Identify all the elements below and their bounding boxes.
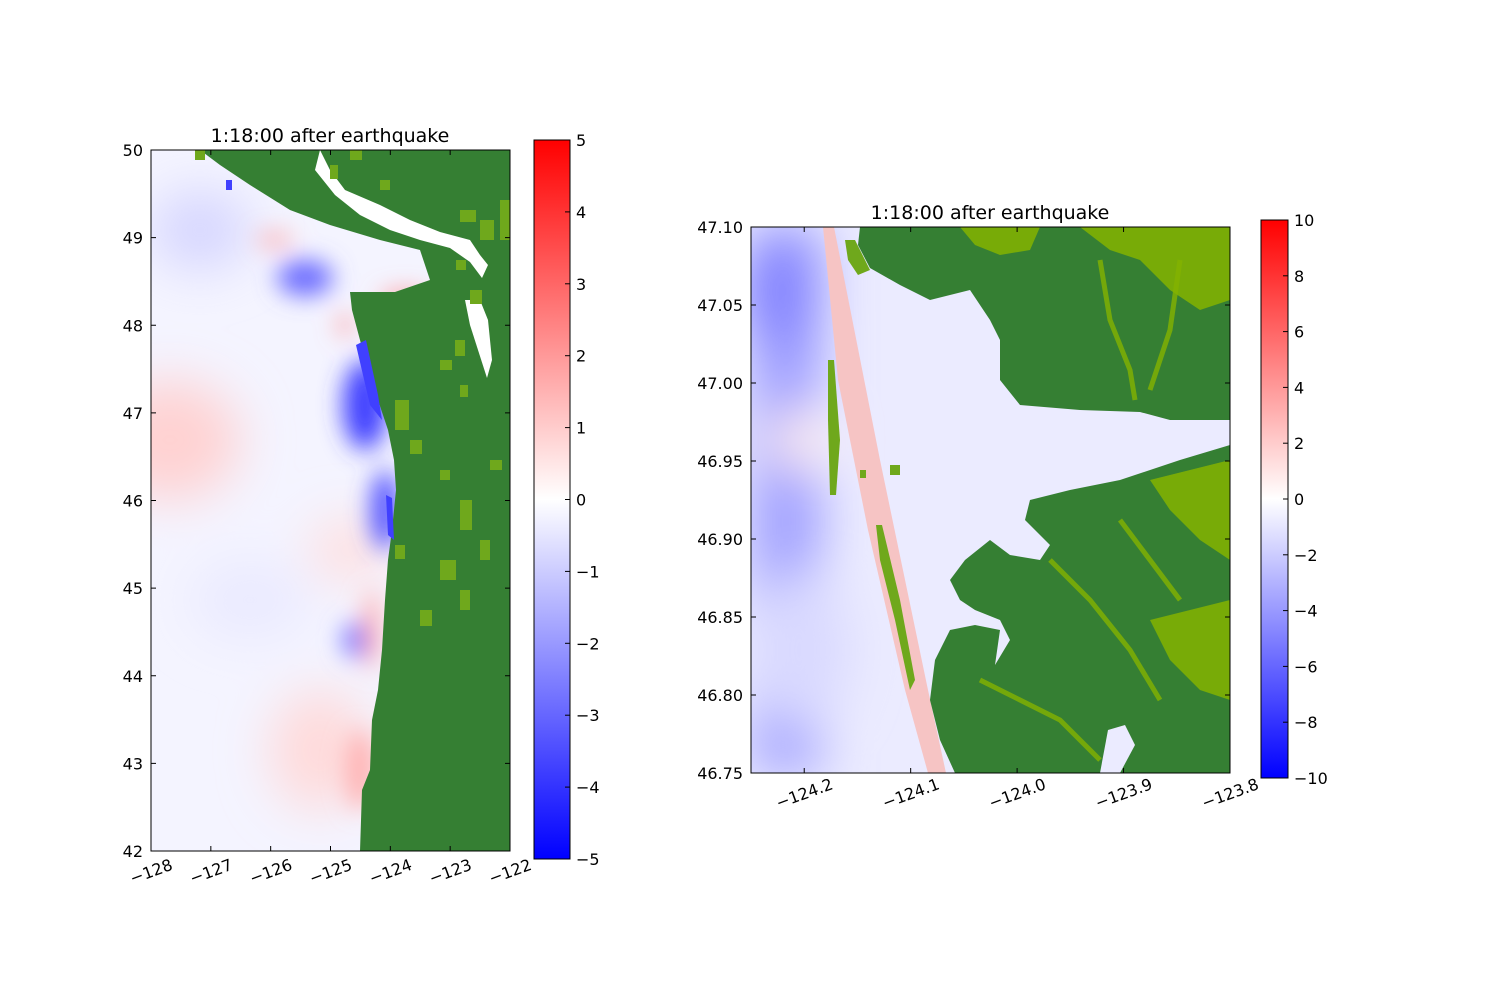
panel-right: 1:18:00 after earthquake −124.2 −124.1 −12…	[697, 202, 1328, 813]
y-tick-label: 48	[123, 316, 143, 335]
y-tick-label: 47.05	[697, 296, 743, 315]
right-chart-title: 1:18:00 after earthquake	[871, 202, 1110, 224]
left-land-texture	[195, 150, 510, 626]
panel-left: 1:18:00 after earthquake −128 −127 −126 −12…	[123, 125, 600, 888]
colorbar-tick-label: −8	[1294, 713, 1318, 732]
y-tick-label: 47	[123, 404, 143, 423]
x-tick-label: −126	[247, 855, 295, 888]
x-tick-label: −124.2	[773, 774, 835, 812]
left-colorbar-ticks: −5 −4 −3 −2 −1 0 1 2 3 4 5	[565, 131, 600, 869]
x-tick-label: −125	[307, 855, 355, 888]
left-chart-title: 1:18:00 after earthquake	[211, 125, 450, 147]
y-tick-label: 50	[123, 141, 143, 160]
y-tick-label: 46.95	[697, 452, 743, 471]
right-colorbar: −10 −8 −6 −4 −2 0 2 4 6 8 10	[1260, 211, 1328, 788]
colorbar-tick-label: 6	[1294, 323, 1304, 342]
y-tick-label: 46.85	[697, 608, 743, 627]
colorbar-tick-label: −2	[1294, 546, 1318, 565]
left-inlet	[465, 300, 492, 378]
colorbar-tick-label: 0	[576, 491, 586, 510]
right-south-inlet	[1100, 725, 1135, 773]
right-land-highlands	[960, 227, 1230, 700]
colorbar-tick-label: −5	[576, 850, 600, 869]
colorbar-tick-label: −4	[576, 778, 600, 797]
y-tick-label: 47.10	[697, 218, 743, 237]
left-wave-field	[151, 190, 390, 810]
x-tick-label: −124.0	[986, 774, 1048, 812]
colorbar-tick-label: 0	[1294, 490, 1304, 509]
colorbar-tick-label: −3	[576, 706, 600, 725]
x-tick-label: −123	[426, 855, 474, 888]
y-tick-label: 43	[123, 754, 143, 773]
y-tick-label: 44	[123, 667, 143, 686]
colorbar-tick-label: −10	[1294, 769, 1328, 788]
right-spit-shoal	[823, 227, 946, 773]
right-land-north	[858, 227, 1230, 420]
colorbar-tick-label: 2	[576, 347, 586, 366]
right-spit-vegetation	[828, 240, 915, 690]
x-tick-label: −124.1	[880, 774, 942, 812]
x-tick-label: −122	[486, 855, 534, 888]
left-colorbar-gradient	[533, 139, 571, 860]
colorbar-tick-label: −4	[1294, 602, 1318, 621]
colorbar-tick-label: 4	[1294, 378, 1304, 397]
x-tick-label: −124	[367, 855, 415, 888]
colorbar-tick-label: 10	[1294, 211, 1314, 230]
right-y-axis: 46.75 46.80 46.85 46.90 46.95 47.00 47.05 47.10	[697, 218, 1230, 783]
y-tick-label: 49	[123, 229, 143, 248]
left-map	[151, 150, 510, 851]
x-tick-label: −127	[187, 855, 235, 888]
y-tick-label: 46.90	[697, 530, 743, 549]
colorbar-tick-label: 4	[576, 203, 586, 222]
y-tick-label: 42	[123, 842, 143, 861]
colorbar-tick-label: 5	[576, 131, 586, 150]
colorbar-tick-label: 8	[1294, 267, 1304, 286]
colorbar-tick-label: −2	[576, 634, 600, 653]
left-y-axis: 42 43 44 45 46 47 48 49 50	[123, 141, 510, 861]
left-land	[200, 150, 510, 851]
right-axes-frame	[750, 226, 1231, 774]
right-map	[751, 227, 1230, 773]
y-tick-label: 46.75	[697, 764, 743, 783]
x-tick-label: −123.9	[1093, 774, 1155, 812]
left-colorbar: −5 −4 −3 −2 −1 0 1 2 3 4 5	[533, 131, 600, 869]
y-tick-label: 47.00	[697, 374, 743, 393]
x-tick-label: −123.8	[1199, 774, 1261, 812]
left-shore-deep-blue	[226, 180, 394, 540]
colorbar-tick-label: −6	[1294, 657, 1318, 676]
right-river-valleys	[978, 259, 1183, 762]
left-strait	[315, 150, 488, 278]
colorbar-tick-label: 1	[576, 419, 586, 438]
y-tick-label: 46.80	[697, 686, 743, 705]
colorbar-tick-label: 3	[576, 275, 586, 294]
right-wave-field	[751, 227, 850, 773]
y-tick-label: 45	[123, 579, 143, 598]
right-colorbar-ticks: −10 −8 −6 −4 −2 0 2 4 6 8 10	[1283, 211, 1328, 788]
colorbar-tick-label: 2	[1294, 434, 1304, 453]
colorbar-tick-label: −1	[576, 562, 600, 581]
y-tick-label: 46	[123, 492, 143, 511]
